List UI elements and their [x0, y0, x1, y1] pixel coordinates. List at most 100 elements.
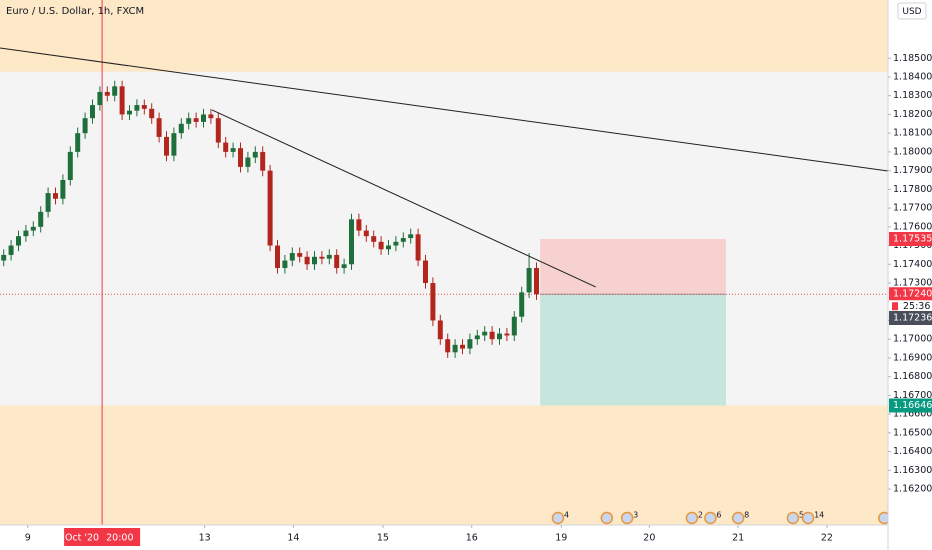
x-tick-label: 22 — [821, 533, 833, 544]
candle-body — [497, 333, 502, 340]
event-count: 2 — [698, 511, 703, 520]
candle-body — [252, 151, 258, 158]
candle-body — [275, 245, 280, 269]
candle-body — [430, 283, 436, 321]
currency-box[interactable] — [897, 2, 927, 20]
candle-body — [30, 226, 36, 231]
candle-body — [53, 193, 58, 199]
candle-body — [460, 344, 465, 349]
target-price-label: 1.16646 — [893, 400, 932, 411]
plot: 4 3 2 6 8 5 14 — [0, 0, 891, 525]
event-icon — [685, 511, 699, 525]
y-tick-label: 1.16700 — [893, 390, 932, 401]
candle-body — [238, 148, 243, 167]
crosshair-time: 20:00 — [106, 533, 133, 544]
price-axis — [888, 0, 932, 550]
candle-body — [312, 256, 317, 265]
candle-body — [260, 151, 266, 171]
candle-body — [408, 234, 414, 239]
stop-zone — [540, 238, 726, 295]
candle-body — [1, 254, 7, 261]
stop-price-label: 1.17535 — [893, 233, 932, 244]
candle-body — [45, 193, 51, 212]
y-tick-label: 1.18100 — [893, 128, 932, 139]
candle-body — [326, 254, 332, 259]
candle-body — [356, 219, 362, 231]
candle-body — [75, 133, 81, 152]
candle-body — [149, 108, 155, 119]
countdown-box — [889, 300, 932, 314]
candle-body — [504, 333, 510, 336]
candle-body — [304, 256, 310, 265]
candle-body — [445, 339, 451, 353]
candle-body — [452, 344, 458, 353]
candle-body — [393, 241, 399, 246]
x-tick-label: 21 — [732, 533, 744, 544]
candle-body — [134, 105, 140, 111]
candle-body — [8, 245, 14, 255]
candle-body — [423, 260, 428, 284]
candle-body — [112, 86, 118, 96]
candle-body — [267, 170, 273, 246]
candle-body — [282, 260, 288, 269]
candle-body — [97, 91, 103, 106]
candle-body — [519, 292, 525, 317]
x-tick-label: 9 — [25, 533, 31, 544]
chart-title: Euro / U.S. Dollar, 1h, FXCM — [6, 6, 144, 17]
event-icon — [551, 511, 565, 525]
event-icon — [731, 511, 745, 525]
supply-demand-zone — [0, 405, 888, 525]
y-tick-label: 1.18500 — [893, 53, 932, 64]
candle-body — [164, 136, 169, 156]
y-tick-label: 1.16900 — [893, 352, 932, 363]
target-zone — [540, 294, 726, 406]
y-tick-label: 1.16400 — [893, 446, 932, 457]
y-tick-label: 1.16800 — [893, 371, 932, 382]
x-tick-label: 19 — [555, 533, 567, 544]
y-tick-label: 1.18300 — [893, 90, 932, 101]
candle-body — [526, 268, 532, 293]
candle-body — [534, 268, 539, 295]
candle-body — [467, 339, 473, 349]
candle-body — [186, 118, 192, 124]
x-tick-label: 20 — [643, 533, 655, 544]
candle-body — [489, 331, 495, 340]
currency-label: USD — [902, 7, 921, 17]
candle-body — [60, 179, 66, 199]
event-count: 5 — [799, 511, 804, 520]
candle-body — [156, 118, 162, 137]
candle-body — [127, 110, 132, 115]
stop-price-label-box — [889, 231, 932, 246]
candle-body — [378, 241, 384, 250]
candle-body — [245, 157, 251, 167]
y-tick-label: 1.18000 — [893, 146, 932, 157]
x-tick-label: 16 — [466, 533, 478, 544]
target-price-label-box — [889, 398, 932, 413]
crosshair-time-box — [64, 528, 141, 546]
candle-body — [341, 264, 347, 269]
candle-body — [297, 253, 303, 257]
y-tick-label: 1.17300 — [893, 278, 932, 289]
candle-body — [104, 91, 110, 96]
y-tick-label: 1.16600 — [893, 409, 932, 420]
candle-body — [119, 86, 125, 115]
candle-body — [319, 256, 325, 259]
y-tick-label: 1.17900 — [893, 165, 932, 176]
candle-body — [215, 118, 221, 143]
candle-body — [178, 123, 184, 134]
y-tick-label: 1.17800 — [893, 184, 932, 195]
candle-body — [289, 253, 295, 261]
candle-body — [171, 133, 177, 156]
supply-demand-zone — [0, 0, 888, 72]
y-tick-label: 1.17700 — [893, 203, 932, 214]
crosshair-date: 09 Oct '20 — [50, 533, 99, 544]
y-tick-label: 1.18400 — [893, 71, 932, 82]
candle-body — [141, 105, 147, 109]
y-tick-label: 1.16500 — [893, 427, 932, 438]
y-tick-label: 1.18200 — [893, 109, 932, 120]
candle-body — [363, 230, 369, 237]
candle-body — [23, 230, 29, 237]
event-icon — [801, 511, 815, 525]
axes: 1.16200 1.16300 1.16400 1.16500 1.16600 1.167… — [25, 53, 932, 546]
